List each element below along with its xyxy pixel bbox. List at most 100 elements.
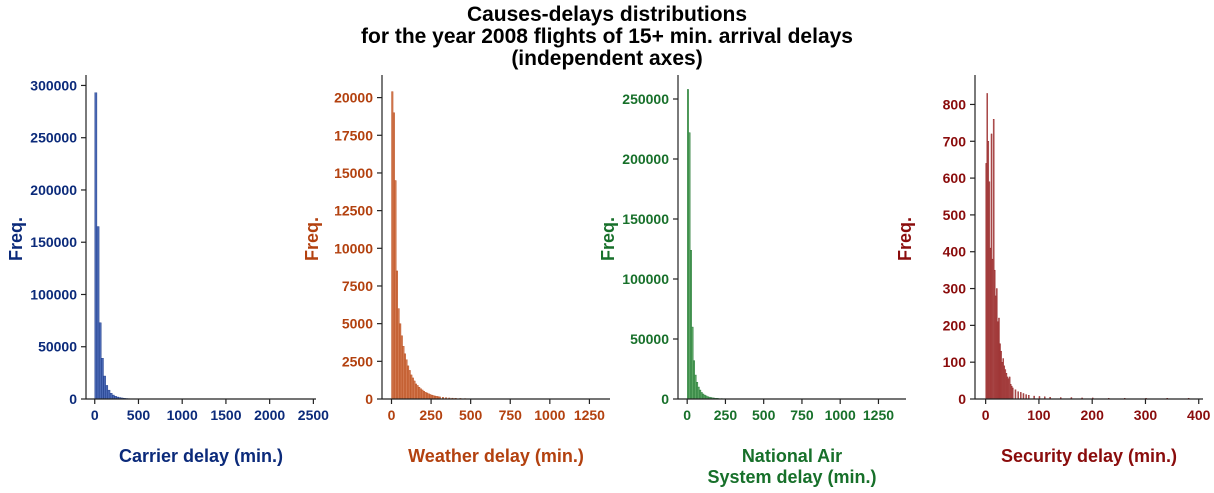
y-tick-label: 12500 xyxy=(334,203,373,219)
histogram-panel-4: 0 100 200 300 400 500 600 700 800 0 100 200 300 400 Fr… xyxy=(895,75,1211,466)
x-axis-label: System delay (min.) xyxy=(707,467,876,487)
y-axis-label: Freq. xyxy=(6,217,26,261)
y-tick-label: 250000 xyxy=(622,91,669,107)
histogram-bar xyxy=(413,380,416,400)
histogram-bar xyxy=(411,377,414,400)
histogram-bar xyxy=(1012,387,1014,400)
histogram-bar xyxy=(407,365,410,400)
x-tick-label: 750 xyxy=(790,407,814,423)
histogram-panel-2: 0 2500 5000 7500 10000 12500 15000 17500 20000 0 2… xyxy=(302,75,610,466)
x-tick-label: 400 xyxy=(1187,407,1211,423)
histogram-bar xyxy=(422,390,425,400)
x-tick-label: 0 xyxy=(982,407,990,423)
y-tick-label: 200 xyxy=(943,317,967,333)
histogram-bar xyxy=(1020,392,1022,400)
y-tick-label: 10000 xyxy=(334,240,373,256)
histogram-bar xyxy=(1014,389,1017,400)
y-tick-label: 17500 xyxy=(334,127,373,143)
x-tick-label: 2000 xyxy=(254,407,285,423)
x-tick-label: 100 xyxy=(1027,407,1051,423)
histogram-bar xyxy=(402,346,405,400)
y-tick-label: 50000 xyxy=(38,339,77,355)
histogram-bar xyxy=(410,374,413,400)
histogram-bar xyxy=(419,388,422,400)
x-axis-label: Security delay (min.) xyxy=(1001,446,1177,466)
y-tick-label: 200000 xyxy=(30,182,77,198)
x-tick-label: 200 xyxy=(1081,407,1105,423)
y-tick-label: 800 xyxy=(943,96,967,112)
x-tick-label: 250 xyxy=(419,407,443,423)
histogram-panel-3: 0 50000 100000 150000 200000 250000 0 250 500 750… xyxy=(598,75,906,487)
y-tick-label: 100000 xyxy=(622,271,669,287)
x-axis-label: Weather delay (min.) xyxy=(408,446,584,466)
y-tick-label: 100 xyxy=(943,354,967,370)
y-tick-label: 500 xyxy=(943,207,967,223)
histogram-bar xyxy=(403,353,406,400)
histogram-bar xyxy=(421,389,424,400)
y-axis-label: Freq. xyxy=(895,217,915,261)
histogram-bar xyxy=(696,382,699,400)
histogram-bar xyxy=(697,386,700,400)
histogram-bar xyxy=(687,89,689,400)
y-tick-label: 400 xyxy=(943,244,967,260)
x-tick-label: 1250 xyxy=(863,407,894,423)
histogram-bar xyxy=(400,335,403,400)
histogram-bar xyxy=(105,385,109,400)
histogram-bar xyxy=(94,92,98,400)
histogram-bar xyxy=(408,370,411,400)
x-axis-label: Carrier delay (min.) xyxy=(119,446,283,466)
histogram-bar xyxy=(427,393,430,400)
y-axis-label: Freq. xyxy=(302,217,322,261)
histogram-bar xyxy=(1017,391,1019,400)
y-tick-label: 150000 xyxy=(622,211,669,227)
histogram-bar xyxy=(690,250,692,400)
y-tick-label: 2500 xyxy=(342,353,373,369)
histogram-bar xyxy=(699,389,702,400)
histogram-bar xyxy=(426,392,429,400)
histogram-bar xyxy=(424,392,427,400)
histogram-bar xyxy=(107,389,111,400)
histogram-bar xyxy=(415,383,418,400)
x-tick-label: 0 xyxy=(388,407,396,423)
y-tick-label: 150000 xyxy=(30,234,77,250)
x-axis-label: National Air xyxy=(742,446,842,466)
histogram-bar xyxy=(691,326,694,400)
histogram-bar xyxy=(693,360,696,400)
y-tick-label: 600 xyxy=(943,170,967,186)
y-tick-label: 200000 xyxy=(622,151,669,167)
x-tick-label: 0 xyxy=(91,407,99,423)
y-tick-label: 0 xyxy=(958,391,966,407)
y-tick-label: 250000 xyxy=(30,130,77,146)
title-line-3: (independent axes) xyxy=(511,47,703,70)
x-tick-label: 1500 xyxy=(210,407,241,423)
title-line-2: for the year 2008 flights of 15+ min. ar… xyxy=(361,25,853,48)
x-tick-label: 1000 xyxy=(167,407,198,423)
x-tick-label: 250 xyxy=(714,407,738,423)
histogram-bar xyxy=(399,323,402,400)
x-tick-label: 0 xyxy=(683,407,691,423)
x-tick-label: 1250 xyxy=(574,407,605,423)
histogram-bar xyxy=(101,358,104,400)
histogram-bar xyxy=(1022,393,1025,400)
y-tick-label: 50000 xyxy=(630,331,669,347)
histogram-bar xyxy=(700,392,703,400)
x-tick-label: 300 xyxy=(1134,407,1158,423)
histogram-bar xyxy=(405,359,408,400)
title-line-1: Causes-delays distributions xyxy=(466,3,748,26)
histogram-bar xyxy=(429,394,432,400)
histogram-bar xyxy=(397,308,400,400)
x-tick-label: 500 xyxy=(752,407,776,423)
histogram-bar xyxy=(103,375,106,400)
histogram-bar xyxy=(418,387,421,400)
y-tick-label: 7500 xyxy=(342,278,373,294)
x-tick-label: 500 xyxy=(127,407,151,423)
y-tick-label: 700 xyxy=(943,133,967,149)
histogram-bar xyxy=(96,226,100,400)
y-tick-label: 0 xyxy=(69,391,77,407)
histogram-bar xyxy=(394,180,397,400)
histogram-bar xyxy=(416,385,419,400)
x-tick-label: 1000 xyxy=(825,407,856,423)
histogram-bar xyxy=(109,393,113,400)
histogram-bar xyxy=(391,91,394,400)
y-tick-label: 300 xyxy=(943,281,967,297)
